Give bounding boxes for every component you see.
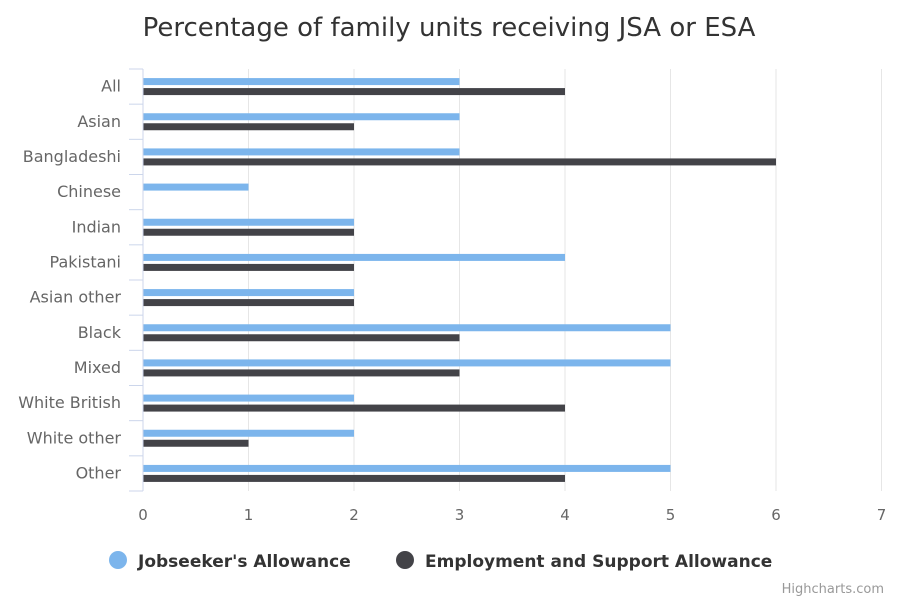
- legend-marker: [109, 551, 127, 569]
- category-label: Asian: [77, 112, 121, 131]
- legend-label: Jobseeker's Allowance: [137, 552, 351, 572]
- value-tick-label: 7: [877, 506, 887, 524]
- bar[interactable]: [143, 113, 460, 121]
- value-tick-label: 4: [560, 506, 570, 524]
- bar[interactable]: [143, 464, 671, 472]
- bar[interactable]: [143, 78, 460, 86]
- bar[interactable]: [143, 158, 777, 166]
- category-label: Asian other: [30, 288, 122, 307]
- bar[interactable]: [143, 263, 355, 271]
- bar[interactable]: [143, 334, 460, 342]
- legend[interactable]: Jobseeker's Allowance Employment and Supp…: [109, 551, 772, 572]
- value-tick-label: 3: [455, 506, 465, 524]
- bar[interactable]: [143, 253, 566, 261]
- legend-marker: [396, 551, 414, 569]
- bar[interactable]: [143, 404, 566, 412]
- value-tick-label: 5: [666, 506, 676, 524]
- category-label: Pakistani: [50, 252, 121, 271]
- value-tick-label: 1: [244, 506, 254, 524]
- category-label: Chinese: [57, 182, 121, 201]
- bar[interactable]: [143, 228, 355, 236]
- chart-title: Percentage of family units receiving JSA…: [143, 13, 756, 43]
- category-label: Indian: [72, 217, 121, 236]
- category-axis: All Asian Bangladeshi Chinese Indian Pakistan…: [18, 68, 144, 492]
- bar[interactable]: [143, 439, 249, 447]
- bar[interactable]: [143, 299, 355, 307]
- value-axis-ticks: 0 1 2 3 4 5 6 7: [138, 506, 886, 524]
- bar[interactable]: [143, 289, 355, 297]
- category-label: Mixed: [74, 358, 121, 377]
- value-tick-label: 2: [349, 506, 359, 524]
- category-label: All: [101, 77, 121, 96]
- bar[interactable]: [143, 183, 249, 191]
- category-label: White British: [18, 393, 121, 412]
- value-tick-label: 6: [771, 506, 781, 524]
- category-label: Black: [78, 323, 122, 342]
- bar[interactable]: [143, 148, 460, 156]
- category-label: White other: [27, 428, 122, 447]
- grid-lines: [248, 69, 882, 491]
- bar[interactable]: [143, 429, 355, 437]
- bars: [143, 78, 777, 482]
- bar[interactable]: [143, 88, 566, 96]
- bar[interactable]: [143, 324, 671, 332]
- legend-item[interactable]: Employment and Support Allowance: [396, 551, 772, 572]
- legend-label: Employment and Support Allowance: [425, 552, 772, 572]
- bar[interactable]: [143, 123, 355, 131]
- category-label: Bangladeshi: [23, 147, 121, 166]
- bar[interactable]: [143, 218, 355, 226]
- legend-item[interactable]: Jobseeker's Allowance: [109, 551, 351, 572]
- credits-link[interactable]: Highcharts.com: [782, 582, 884, 597]
- bar[interactable]: [143, 474, 566, 482]
- category-label: Other: [76, 463, 122, 482]
- bar[interactable]: [143, 394, 355, 402]
- value-tick-label: 0: [138, 506, 148, 524]
- bar[interactable]: [143, 369, 460, 377]
- bar[interactable]: [143, 359, 671, 367]
